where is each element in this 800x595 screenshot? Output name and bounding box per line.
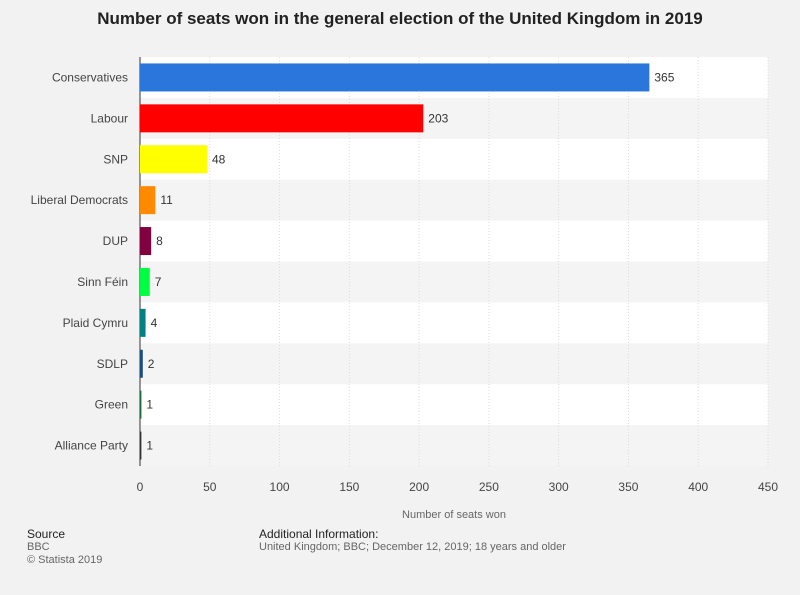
x-tick-label: 250 bbox=[479, 480, 499, 494]
x-tick-label: 350 bbox=[618, 480, 638, 494]
row-band bbox=[140, 425, 768, 466]
category-label: DUP bbox=[103, 234, 128, 248]
x-tick-label: 100 bbox=[270, 480, 290, 494]
value-label: 203 bbox=[428, 111, 448, 125]
row-band bbox=[140, 261, 768, 303]
x-tick-label: 450 bbox=[758, 480, 778, 494]
value-label: 8 bbox=[156, 234, 163, 248]
bar bbox=[140, 63, 650, 92]
bar bbox=[140, 308, 146, 337]
bar bbox=[140, 186, 156, 215]
x-tick-label: 200 bbox=[409, 480, 429, 494]
value-label: 4 bbox=[151, 316, 158, 330]
bar bbox=[140, 227, 152, 256]
value-label: 1 bbox=[146, 398, 153, 412]
value-label: 365 bbox=[654, 70, 674, 84]
category-label: Plaid Cymru bbox=[63, 316, 128, 330]
category-label: Alliance Party bbox=[55, 439, 128, 453]
x-tick-label: 50 bbox=[203, 480, 217, 494]
source-name: BBC bbox=[27, 541, 50, 553]
bar bbox=[140, 390, 142, 419]
category-label: Labour bbox=[91, 111, 128, 125]
value-label: 48 bbox=[212, 152, 226, 166]
info-heading: Additional Information: bbox=[259, 527, 379, 541]
bar bbox=[140, 104, 424, 133]
additional-info-block: Additional Information: United Kingdom; … bbox=[259, 527, 566, 554]
value-label: 7 bbox=[155, 275, 162, 289]
bar-chart: 0 50 100 150 200 250 300 350 400 450 Conservatives… bbox=[31, 57, 778, 520]
x-tick-label: 150 bbox=[339, 480, 359, 494]
source-block: Source BBC © Statista 2019 bbox=[27, 527, 102, 567]
copyright: © Statista 2019 bbox=[27, 554, 103, 566]
category-label: Conservatives bbox=[52, 70, 128, 84]
row-band bbox=[140, 343, 768, 385]
bar bbox=[140, 145, 207, 174]
chart-title: Number of seats won in the general elect… bbox=[97, 9, 703, 28]
category-label: SDLP bbox=[97, 357, 128, 371]
info-text: United Kingdom; BBC; December 12, 2019; … bbox=[259, 541, 566, 553]
source-heading: Source bbox=[27, 527, 66, 541]
category-label: SNP bbox=[103, 152, 128, 166]
value-label: 11 bbox=[160, 193, 173, 207]
x-tick-label: 300 bbox=[549, 480, 569, 494]
value-label: 1 bbox=[146, 439, 153, 453]
x-tick-label: 0 bbox=[137, 480, 144, 494]
category-label: Sinn Féin bbox=[77, 275, 128, 289]
category-label: Green bbox=[95, 398, 128, 412]
value-label: 2 bbox=[148, 357, 155, 371]
x-axis-title: Number of seats won bbox=[402, 509, 506, 520]
row-band bbox=[140, 179, 768, 221]
category-label: Liberal Democrats bbox=[31, 193, 128, 207]
bar bbox=[140, 431, 142, 460]
bar bbox=[140, 267, 150, 296]
bar bbox=[140, 349, 143, 378]
x-tick-label: 400 bbox=[688, 480, 708, 494]
